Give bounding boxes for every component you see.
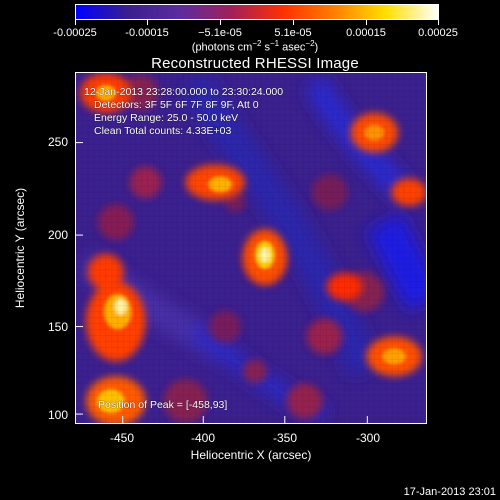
x-tick-label: -300	[355, 431, 381, 445]
y-tick-label: 150	[47, 320, 68, 334]
colorbar	[75, 4, 439, 20]
colorbar-tick-label: 0.00015	[346, 27, 386, 39]
x-axis-title: Heliocentric X (arcsec)	[190, 448, 312, 462]
timestamp: 17-Jan-2013 23:01	[403, 486, 496, 498]
y-axis-title: Heliocentric Y (arcsec)	[13, 187, 27, 309]
colorbar-tick-label: 0.00025	[418, 27, 458, 39]
y-tick-label: 250	[47, 135, 68, 149]
plot-title: Reconstructed RHESSI Image	[151, 55, 359, 72]
colorbar-tick	[366, 20, 367, 25]
colorbar-gradient	[76, 5, 438, 19]
x-tick-label: -350	[272, 431, 298, 445]
colorbar-tick-label: -0.00025	[53, 27, 97, 39]
x-tick-label: -400	[190, 431, 216, 445]
colorbar-tick	[220, 20, 221, 25]
y-tick-label: 100	[47, 408, 68, 422]
annotation-energy-range: Energy Range: 25.0 - 50.0 keV	[94, 112, 239, 124]
x-tick-label: -450	[109, 431, 135, 445]
colorbar-tick	[75, 20, 76, 25]
rhessi-image: 12-Jan-2013 23:28:00.000 to 23:30:24.000…	[75, 72, 427, 424]
annotation-time-range: 12-Jan-2013 23:28:00.000 to 23:30:24.000	[84, 86, 284, 98]
y-tick-label: 200	[47, 228, 68, 242]
rhessi-image-map	[76, 73, 426, 423]
colorbar-tick-label: −5.1e-05	[198, 27, 242, 39]
colorbar-tick-label: 5.1e-05	[274, 27, 312, 39]
x-axis-ticks	[122, 416, 368, 423]
colorbar-tick	[293, 20, 294, 25]
y-axis-ticks	[76, 142, 83, 415]
colorbar-units: (photons cm−2 s−1 asec−2)	[191, 39, 319, 54]
annotation-detectors: Detectors: 3F 5F 6F 7F 8F 9F, Att 0	[94, 99, 259, 111]
colorbar-tick	[438, 20, 439, 25]
annotation-clean: Clean Total counts: 4.33E+03	[94, 125, 232, 137]
colorbar-tick-label: -0.00015	[125, 27, 169, 39]
annotation-peak-position: Position of Peak = [-458,93]	[98, 399, 228, 411]
colorbar-tick	[147, 20, 148, 25]
